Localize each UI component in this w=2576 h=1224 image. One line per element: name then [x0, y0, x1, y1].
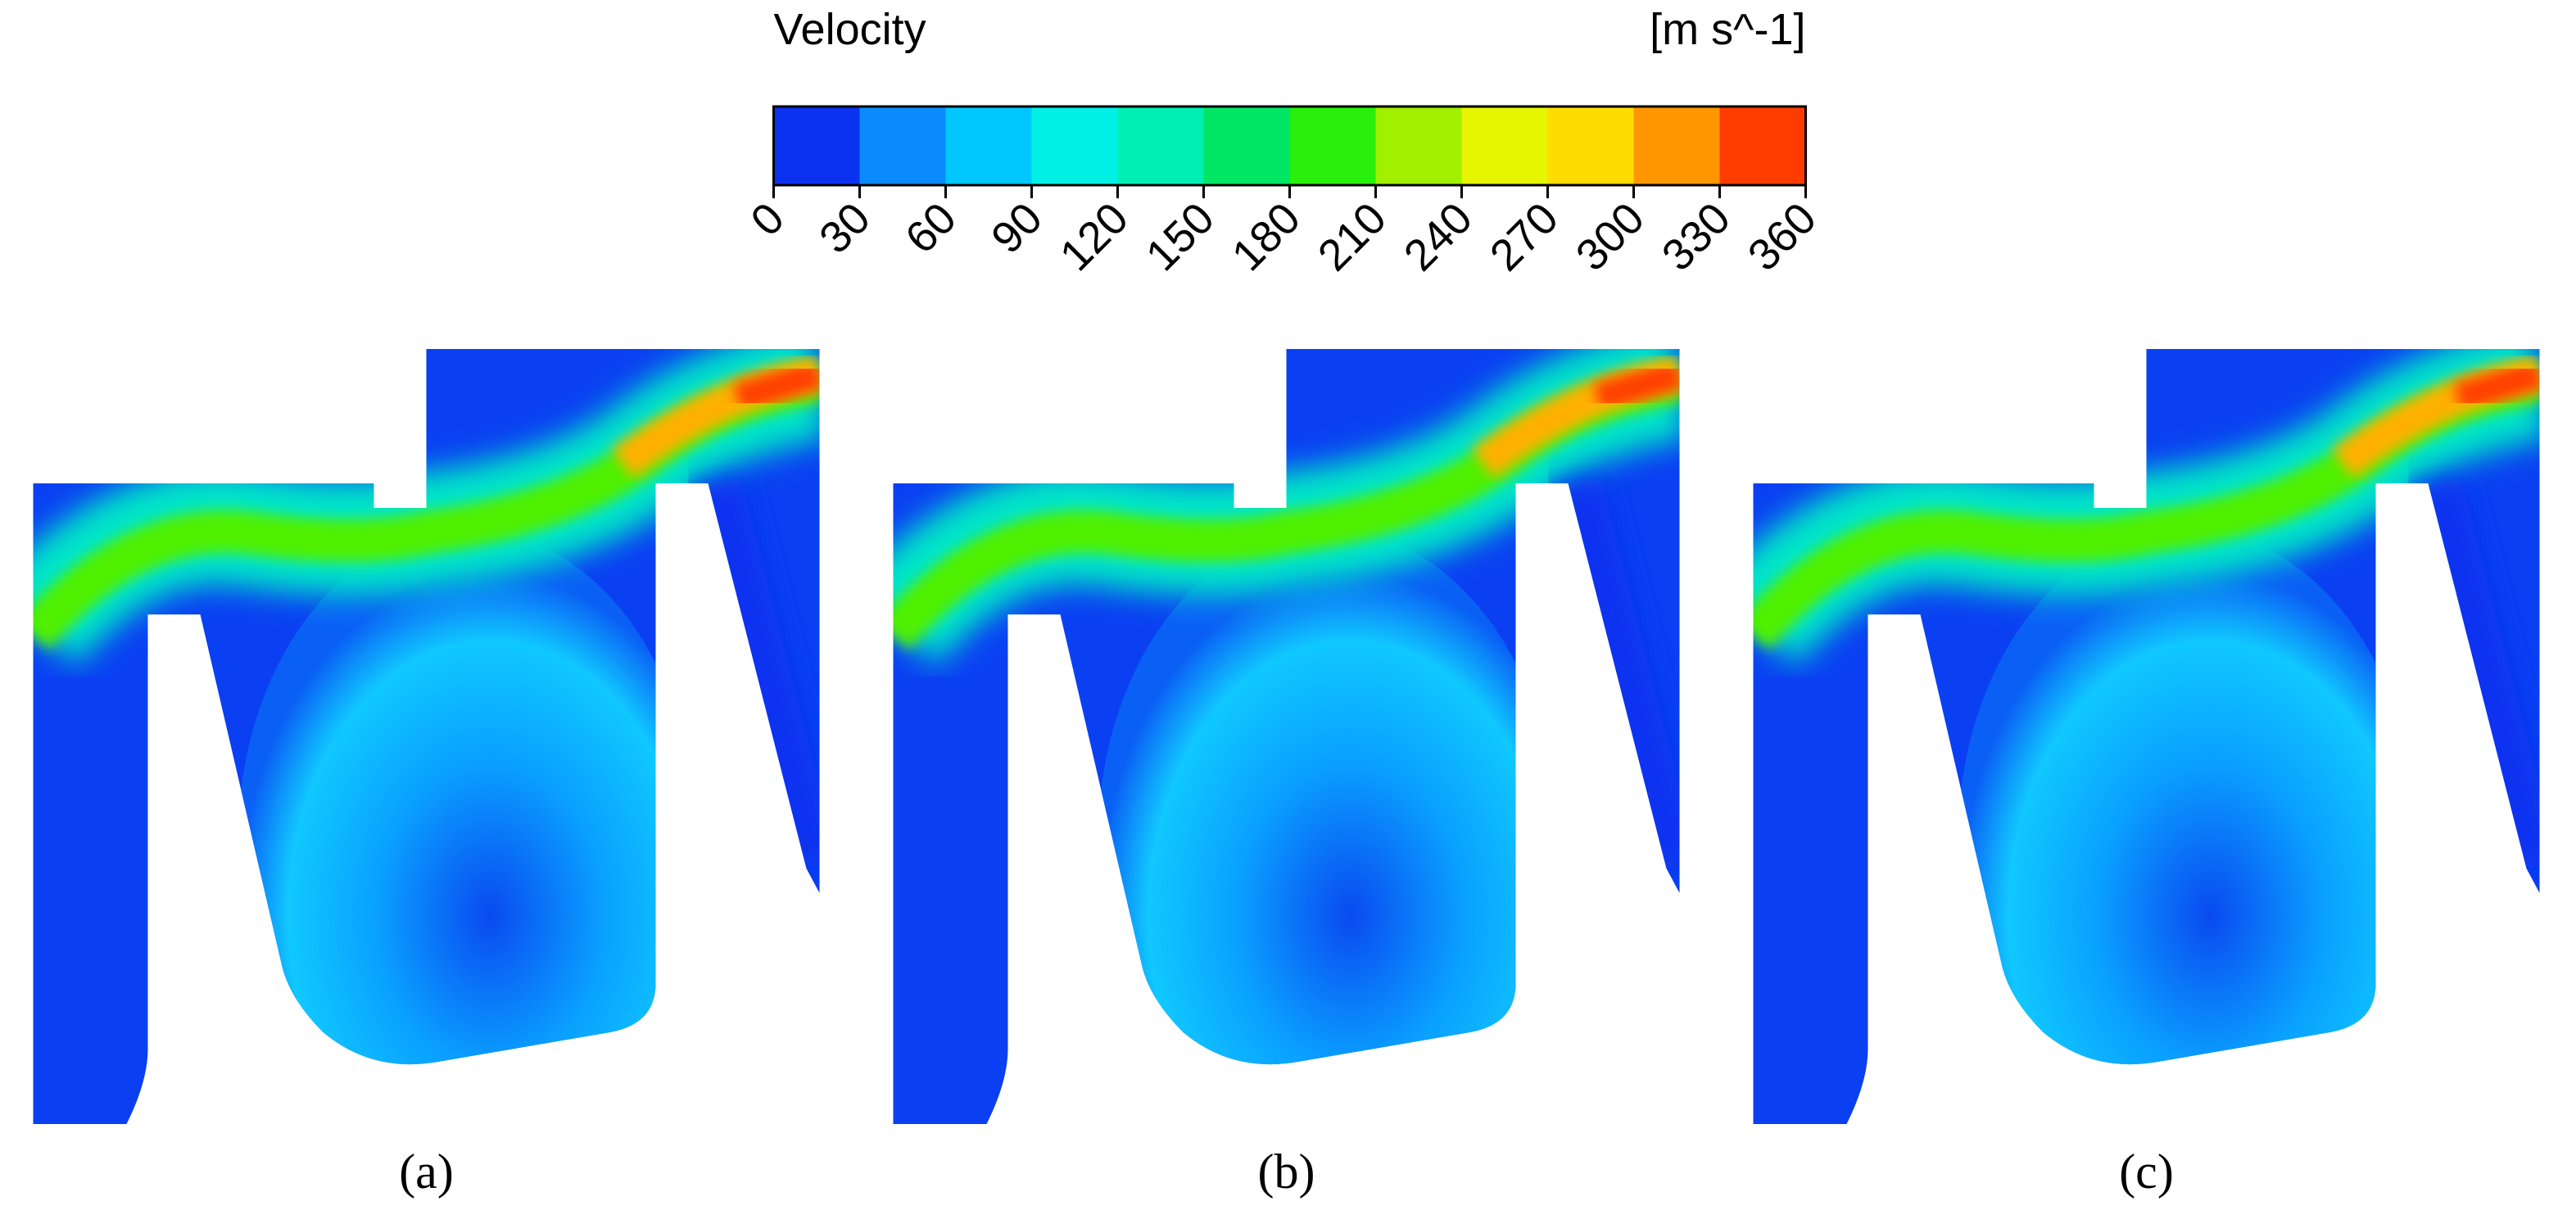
colorbar-segment [1289, 107, 1376, 185]
tick-label: 240 [1395, 193, 1482, 280]
colorbar-segment [1203, 107, 1290, 185]
colorbar-segment [1117, 107, 1204, 185]
tick-label: 210 [1309, 193, 1396, 280]
tick-label: 330 [1653, 193, 1740, 280]
tick-label: 150 [1137, 193, 1224, 280]
colorbar-segment [1461, 107, 1548, 185]
tick-label: 120 [1051, 193, 1138, 280]
colorbar-segment [773, 107, 860, 185]
tick-label: 30 [810, 193, 880, 263]
colorbar-title: Velocity [774, 5, 926, 54]
tick-label: 300 [1567, 193, 1654, 280]
colorbar-segment [945, 107, 1032, 185]
tick-label: 90 [982, 193, 1052, 263]
tick-label: 0 [741, 193, 794, 246]
tick-label: 270 [1481, 193, 1568, 280]
panel-label: (b) [1258, 1145, 1315, 1199]
tick-label: 360 [1739, 193, 1826, 280]
colorbar-segment [1547, 107, 1634, 185]
colorbar-segment [1031, 107, 1118, 185]
panel-label: (a) [399, 1145, 454, 1199]
tick-label: 180 [1223, 193, 1310, 280]
panel-label: (c) [2119, 1145, 2174, 1199]
colorbar-segment [859, 107, 946, 185]
colorbar-segment [1633, 107, 1720, 185]
colorbar-segment [1719, 107, 1806, 185]
tick-label: 60 [896, 193, 966, 263]
contour-panel [34, 349, 820, 1152]
colorbar-segment [1375, 107, 1462, 185]
contour-panel [894, 349, 1680, 1152]
contour-panel [1754, 349, 2540, 1152]
colorbar-unit: [m s^-1] [1650, 5, 1805, 54]
